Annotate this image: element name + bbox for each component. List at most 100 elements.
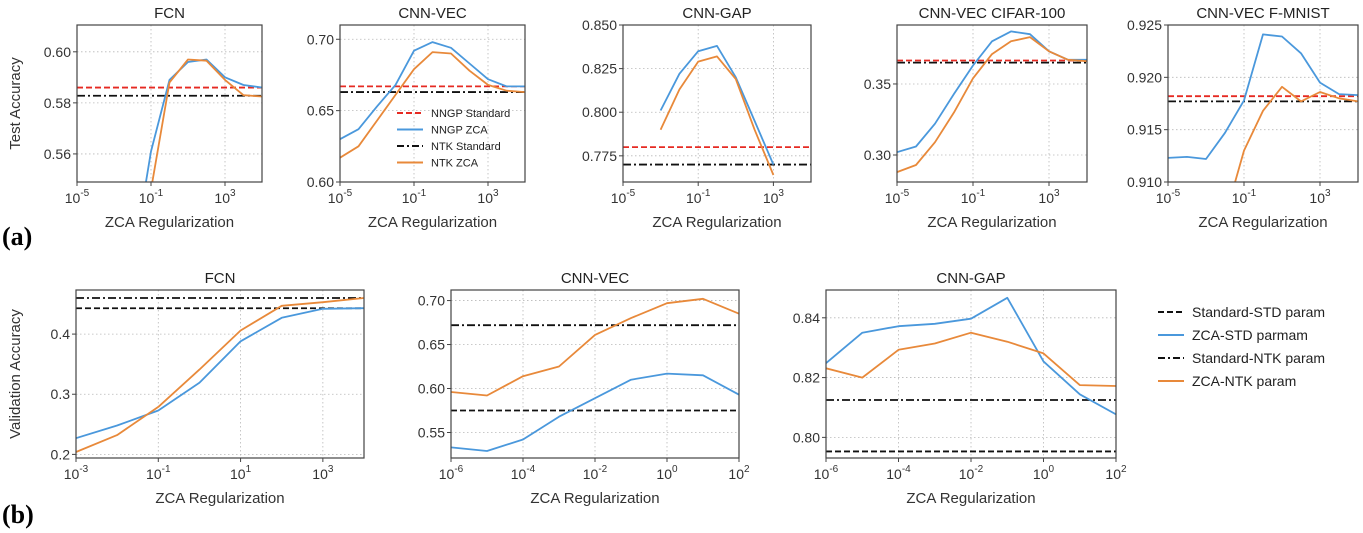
y-tick-label: 0.82 — [793, 370, 820, 386]
legend-label: ZCA-STD parmam — [1192, 327, 1308, 343]
x-tick-label: 103 — [312, 464, 334, 482]
y-tick-label: 0.800 — [582, 104, 617, 120]
panel-label-a: (a) — [2, 222, 33, 251]
y-tick-label: 0.30 — [864, 147, 891, 163]
plot-area — [826, 296, 1116, 453]
series-line-zca-ntk-param — [76, 297, 364, 453]
x-tick-label: 10-5 — [328, 188, 353, 206]
series-line-zca-ntk-param — [451, 297, 739, 397]
x-axis-label: ZCA Regularization — [368, 214, 497, 231]
x-axis-label: ZCA Regularization — [105, 214, 234, 231]
plot-area — [77, 58, 262, 182]
x-tick-label: 102 — [1105, 464, 1127, 482]
y-tick-label: 0.84 — [793, 310, 820, 326]
legend-label: NTK Standard — [431, 141, 501, 153]
y-tick-label: 0.58 — [44, 95, 71, 111]
legend-label: NNGP ZCA — [431, 124, 488, 136]
series-line-ntk-zca — [1234, 85, 1358, 182]
series-line-ntk-zca — [340, 51, 525, 159]
chart-a-0: 10-5 10-1 103 0.56 0.58 0.60 FCN ZCA Regulariza… — [7, 5, 263, 231]
legend-label: NNGP Standard — [431, 108, 510, 120]
plot-area — [76, 297, 364, 453]
plot-area — [623, 45, 811, 176]
chart-b-7: 10-6 10-4 10-2 100 102 0.80 0.82 0.84 CNN-GAP ZCA… — [793, 270, 1127, 507]
x-tick-label: 10-4 — [511, 464, 536, 482]
x-tick-label: 103 — [763, 188, 785, 206]
x-tick-label: 10-1 — [1232, 188, 1257, 206]
y-tick-label: 0.2 — [51, 446, 71, 462]
legend-b: Standard-STD param ZCA-STD parmam Standard… — [1158, 304, 1325, 389]
series-line-zca-std-parmam — [76, 307, 364, 440]
chart-title: CNN-VEC CIFAR-100 — [919, 5, 1066, 22]
x-tick-label: 10-2 — [959, 464, 984, 482]
chart-title: FCN — [205, 270, 236, 287]
chart-b-6: 10-6 10-4 10-2 100 102 0.55 0.60 0.65 0.70 CNN-VE… — [418, 270, 750, 507]
series-line-nngp-zca — [659, 45, 775, 165]
axes-frame — [75, 289, 365, 459]
axes-frame — [339, 24, 526, 183]
y-tick-label: 0.70 — [418, 293, 445, 309]
axes-frame — [622, 24, 812, 183]
x-tick-label: 103 — [1309, 188, 1331, 206]
y-tick-label: 0.65 — [307, 103, 334, 119]
x-tick-label: 103 — [214, 188, 236, 206]
series-line-nngp-zca — [897, 30, 1087, 154]
x-tick-label: 10-1 — [686, 188, 711, 206]
chart-b-5: 10-3 10-1 101 103 0.2 0.3 0.4 FCN ZCA Regulariza… — [7, 270, 365, 507]
x-tick-label: 103 — [477, 188, 499, 206]
series-line-nngp-zca — [145, 58, 262, 182]
y-tick-label: 0.80 — [793, 429, 820, 445]
axes-frame — [1167, 24, 1359, 183]
x-tick-label: 10-4 — [886, 464, 911, 482]
plot-area — [1168, 33, 1358, 182]
y-tick-label: 0.60 — [44, 44, 71, 60]
x-tick-label: 10-3 — [64, 464, 89, 482]
chart-title: CNN-GAP — [936, 270, 1005, 287]
y-tick-label: 0.35 — [864, 76, 891, 92]
x-tick-label: 103 — [1038, 188, 1060, 206]
x-axis-label: ZCA Regularization — [927, 214, 1056, 231]
legend-label: Standard-NTK param — [1192, 350, 1325, 366]
axes-frame — [76, 24, 263, 183]
y-tick-label: 0.56 — [44, 146, 71, 162]
chart-title: CNN-VEC — [561, 270, 630, 287]
legend-label: NTK ZCA — [431, 157, 479, 169]
y-axis-label: Validation Accuracy — [7, 309, 24, 439]
y-tick-label: 0.65 — [418, 337, 445, 353]
y-tick-label: 0.60 — [307, 174, 334, 190]
x-axis-label: ZCA Regularization — [906, 490, 1035, 507]
x-axis-label: ZCA Regularization — [155, 490, 284, 507]
y-tick-label: 0.850 — [582, 17, 617, 33]
chart-title: FCN — [154, 5, 185, 22]
chart-title: CNN-VEC — [398, 5, 467, 22]
x-tick-label: 10-6 — [439, 464, 464, 482]
x-axis-label: ZCA Regularization — [652, 214, 781, 231]
chart-title: CNN-GAP — [682, 5, 751, 22]
chart-a-3: 10-5 10-1 103 0.30 0.35 CNN-VEC CIFAR-100 ZCA … — [864, 5, 1088, 231]
plot-area — [340, 41, 525, 159]
x-tick-label: 100 — [1033, 464, 1055, 482]
series-line-ntk-zca — [151, 58, 262, 182]
y-tick-label: 0.4 — [51, 326, 71, 342]
x-tick-label: 10-1 — [146, 464, 171, 482]
x-tick-label: 10-5 — [611, 188, 636, 206]
series-line-nngp-zca — [1168, 33, 1358, 160]
y-tick-label: 0.910 — [1127, 174, 1162, 190]
y-tick-label: 0.3 — [51, 386, 71, 402]
y-tick-label: 0.775 — [582, 148, 617, 164]
y-tick-label: 0.920 — [1127, 69, 1162, 85]
legend-a: NNGP Standard NNGP ZCA NTK Standard NTK ZCA — [397, 108, 510, 169]
chart-a-1: 10-5 10-1 103 0.60 0.65 0.70 CNN-VEC ZCA Regula… — [307, 5, 526, 231]
y-axis-label: Test Accuracy — [7, 57, 24, 150]
x-axis-label: ZCA Regularization — [530, 490, 659, 507]
plot-area — [451, 297, 739, 452]
x-tick-label: 10-5 — [885, 188, 910, 206]
chart-title: CNN-VEC F-MNIST — [1196, 5, 1329, 22]
x-tick-label: 10-1 — [961, 188, 986, 206]
plot-area — [897, 30, 1087, 173]
y-tick-label: 0.925 — [1127, 17, 1162, 33]
x-tick-label: 10-1 — [402, 188, 427, 206]
legend-label: ZCA-NTK param — [1192, 373, 1296, 389]
chart-a-2: 10-5 10-1 103 0.775 0.800 0.825 0.850 CNN-GAP ZC… — [582, 5, 812, 231]
